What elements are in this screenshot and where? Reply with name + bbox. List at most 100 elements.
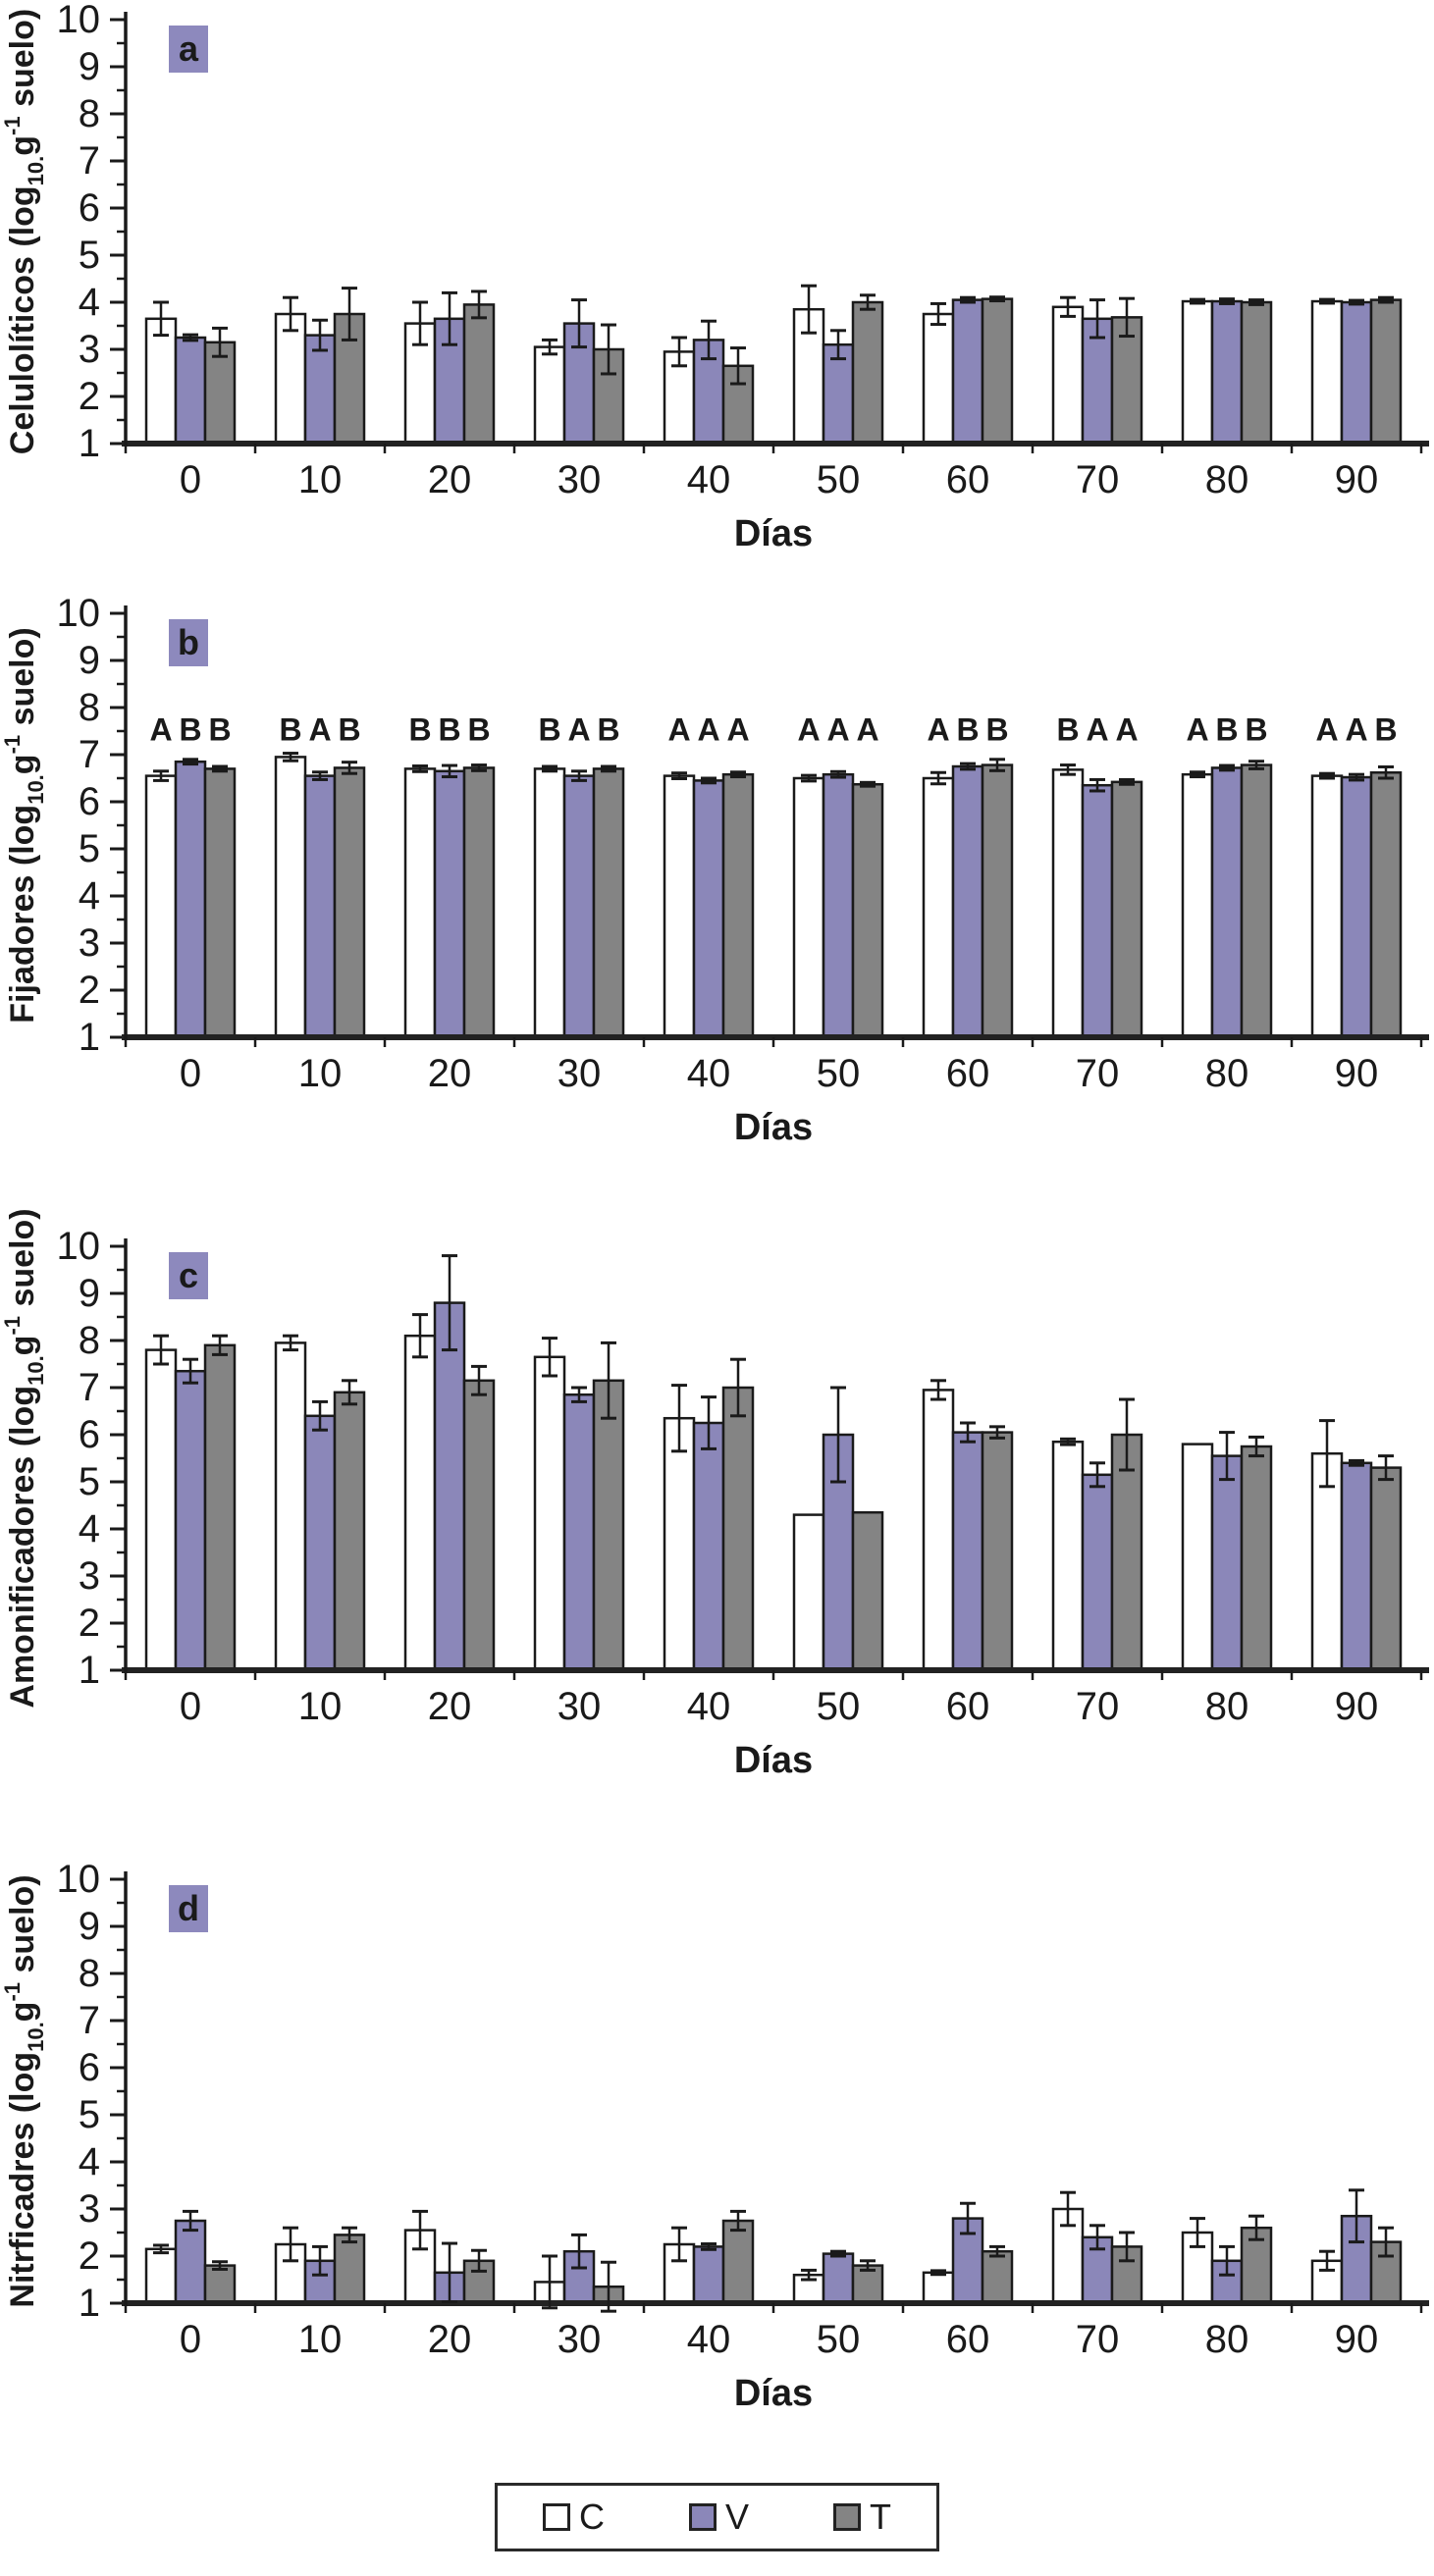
- panel-a-celuloliticos: Celulolíticos (log10.g-1 suelo) 1 2 3 4 5 6 7 8 9…: [0, 0, 1434, 554]
- bar-V-50: [822, 772, 855, 1039]
- y-tick-label: 7: [79, 139, 100, 183]
- significance-letter: B: [467, 712, 490, 748]
- significance-letter: A: [1115, 712, 1138, 748]
- bar-V-20: [433, 769, 466, 1039]
- bar-C-90: [1310, 299, 1344, 446]
- bar-C-60: [922, 776, 955, 1039]
- legend-item-v: V: [688, 2497, 749, 2538]
- x-tick-label: 30: [558, 1052, 602, 1095]
- bar-V-20: [433, 1301, 466, 1672]
- legend: C V T: [0, 2483, 1434, 2551]
- legend-swatch-v: [688, 2503, 717, 2531]
- y-tick-label: 8: [79, 92, 100, 135]
- y-tick-label: 2: [79, 375, 100, 418]
- x-tick-label: 90: [1335, 1052, 1379, 1095]
- x-tick-label: 70: [1076, 1052, 1120, 1095]
- bar-V-0: [174, 2219, 207, 2305]
- bar-C-70: [1051, 768, 1085, 1039]
- bar-V-60: [951, 764, 984, 1039]
- bar-V-0: [174, 760, 207, 1039]
- significance-letter: A: [1315, 712, 1338, 748]
- y-tick-label: 5: [79, 827, 100, 870]
- y-axis-title: Celulolíticos (log10.g-1 suelo): [0, 9, 48, 454]
- x-tick-label: 0: [180, 1685, 201, 1728]
- x-tick-label: 70: [1076, 1685, 1120, 1728]
- x-tick-label: 20: [428, 458, 472, 501]
- bar-C-70: [1051, 305, 1085, 446]
- significance-letter: A: [856, 712, 878, 748]
- bar-C-60: [922, 2271, 955, 2305]
- bar-T-0: [203, 1343, 237, 1672]
- panel-badge: [169, 1252, 208, 1299]
- significance-letter: A: [797, 712, 820, 748]
- significance-letter: A: [726, 712, 749, 748]
- significance-letter: A: [826, 712, 849, 748]
- x-tick-label: 80: [1205, 1685, 1249, 1728]
- bar-T-30: [592, 767, 625, 1039]
- x-tick-label: 10: [298, 2318, 343, 2361]
- y-tick-label: 8: [79, 1319, 100, 1362]
- x-tick-label: 90: [1335, 1685, 1379, 1728]
- x-tick-label: 60: [946, 1052, 990, 1095]
- bar-V-70: [1081, 783, 1114, 1039]
- bar-T-60: [981, 763, 1014, 1039]
- y-tick-label: 1: [79, 1649, 100, 1692]
- panel-badge-letter: c: [179, 1255, 198, 1295]
- legend-item-c: C: [542, 2497, 605, 2538]
- panel-d-nitrificadores: Nitrficadres (log10.g-1 suelo) 1 2 3 4 5 6 7 8 9 1…: [0, 1820, 1434, 2453]
- significance-letter: A: [927, 712, 949, 748]
- x-tick-label: 80: [1205, 2318, 1249, 2361]
- y-axis-title: Amonificadores (log10.g-1 suelo): [0, 1208, 48, 1708]
- bar-C-0: [144, 317, 178, 446]
- bar-T-90: [1369, 770, 1403, 1039]
- bar-V-70: [1081, 1473, 1114, 1672]
- y-tick-label: 8: [79, 1952, 100, 1995]
- bar-T-80: [1240, 1445, 1273, 1672]
- x-tick-label: 50: [817, 1685, 861, 1728]
- bar-T-20: [462, 303, 496, 446]
- bar-V-60: [951, 298, 984, 446]
- y-tick-label: 10: [57, 0, 101, 41]
- x-tick-label: 20: [428, 2318, 472, 2361]
- y-tick-label: 5: [79, 1460, 100, 1503]
- significance-letter: A: [1186, 712, 1208, 748]
- panel-badge: [169, 26, 208, 73]
- bar-C-40: [663, 774, 696, 1039]
- y-axis-title: Fijadores (log10.g-1 suelo): [0, 627, 48, 1023]
- x-tick-label: 70: [1076, 458, 1120, 501]
- y-tick-label: 4: [79, 874, 100, 918]
- x-tick-label: 70: [1076, 2318, 1120, 2361]
- x-tick-label: 50: [817, 458, 861, 501]
- bar-C-0: [144, 774, 178, 1039]
- significance-letter: A: [1345, 712, 1367, 748]
- x-tick-label: 0: [180, 2318, 201, 2361]
- panel-badge-letter: b: [178, 622, 199, 662]
- bar-V-90: [1340, 775, 1373, 1039]
- significance-letter: B: [408, 712, 431, 748]
- y-tick-label: 2: [79, 969, 100, 1012]
- bar-C-50: [792, 776, 825, 1039]
- bar-C-20: [403, 1334, 437, 1672]
- y-tick-label: 6: [79, 2046, 100, 2089]
- bar-V-30: [562, 1393, 596, 1672]
- significance-letter: B: [597, 712, 619, 748]
- bar-C-70: [1051, 1440, 1085, 1672]
- y-tick-label: 9: [79, 1272, 100, 1315]
- y-tick-label: 6: [79, 186, 100, 230]
- significance-letter: A: [667, 712, 690, 748]
- bar-C-30: [533, 1355, 566, 1672]
- bar-C-10: [274, 1341, 307, 1672]
- bar-V-60: [951, 1431, 984, 1672]
- x-tick-label: 60: [946, 2318, 990, 2361]
- x-tick-label: 80: [1205, 1052, 1249, 1095]
- bar-V-90: [1340, 300, 1373, 446]
- legend-label-t: T: [870, 2497, 891, 2537]
- bar-V-40: [692, 2245, 725, 2305]
- bar-T-0: [203, 341, 237, 446]
- bar-C-0: [144, 1348, 178, 1672]
- bar-V-50: [822, 2252, 855, 2305]
- significance-letter: A: [697, 712, 719, 748]
- bar-C-50: [792, 1513, 825, 1672]
- y-tick-label: 4: [79, 281, 100, 324]
- x-tick-label: 50: [817, 2318, 861, 2361]
